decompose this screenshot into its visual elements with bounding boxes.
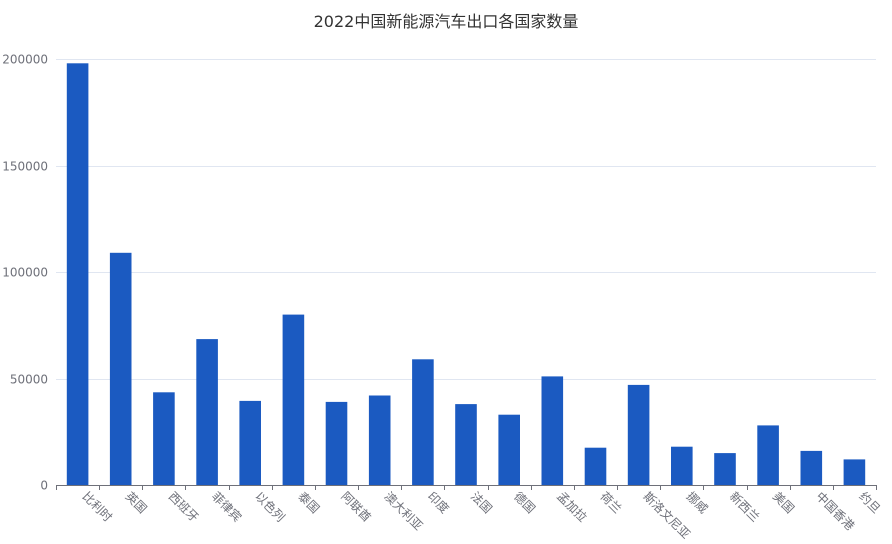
x-category-label: 中国香港: [813, 489, 858, 534]
x-category-label: 以色列: [252, 489, 287, 524]
bar[interactable]: [843, 459, 866, 485]
x-category-label: 比利时: [79, 489, 114, 524]
x-category-label: 泰国: [295, 489, 322, 516]
x-category-label: 挪威: [684, 489, 711, 516]
bar[interactable]: [66, 63, 89, 486]
bar[interactable]: [282, 314, 305, 485]
bar[interactable]: [714, 453, 736, 485]
bar[interactable]: [757, 425, 779, 485]
x-category-label: 英国: [123, 489, 150, 516]
x-category-label: 澳大利亚: [382, 489, 426, 533]
x-axis-category-labels: 比利时 英国 西班牙 菲律宾 以色列 泰国 阿联酋 澳大利亚 印度 法国 德国 孟加拉 荷兰 斯洛文尼亚挪…: [79, 489, 883, 542]
bar[interactable]: [627, 384, 650, 485]
x-category-label: 西班牙: [166, 489, 201, 524]
x-category-label: 美国: [770, 489, 797, 516]
grid-lines: [56, 59, 876, 380]
x-axis: [56, 485, 877, 490]
bar[interactable]: [325, 401, 348, 485]
bar[interactable]: [368, 395, 391, 486]
bar[interactable]: [800, 450, 823, 485]
bar[interactable]: [196, 339, 218, 485]
x-category-label: 荷兰: [597, 489, 624, 516]
bar[interactable]: [109, 252, 132, 485]
y-tick-label: 150000: [2, 160, 48, 174]
y-axis-tick-labels: 0 50000 100000 150000 200000: [2, 53, 48, 493]
x-category-label: 约旦: [856, 489, 884, 517]
bar[interactable]: [498, 414, 520, 485]
x-category-label: 阿联酋: [338, 489, 374, 525]
y-tick-label: 50000: [10, 373, 48, 387]
x-category-label: 法国: [468, 489, 495, 516]
y-tick-label: 200000: [2, 53, 48, 67]
chart-title: 2022中国新能源汽车出口各国家数量: [313, 12, 579, 31]
y-tick-label: 100000: [2, 266, 48, 280]
bar[interactable]: [584, 447, 607, 485]
bar[interactable]: [541, 376, 564, 485]
x-category-label: 孟加拉: [554, 489, 590, 525]
bar[interactable]: [455, 404, 477, 485]
x-category-label: 德国: [511, 489, 539, 517]
x-category-label: 印度: [425, 489, 453, 517]
bars: [66, 63, 866, 486]
x-category-label: 新西兰: [727, 489, 763, 525]
y-tick-label: 0: [40, 479, 48, 493]
x-category-label: 菲律宾: [209, 489, 245, 525]
bar[interactable]: [239, 400, 261, 485]
bar[interactable]: [412, 359, 434, 485]
bar[interactable]: [153, 392, 175, 485]
bar[interactable]: [671, 446, 693, 485]
